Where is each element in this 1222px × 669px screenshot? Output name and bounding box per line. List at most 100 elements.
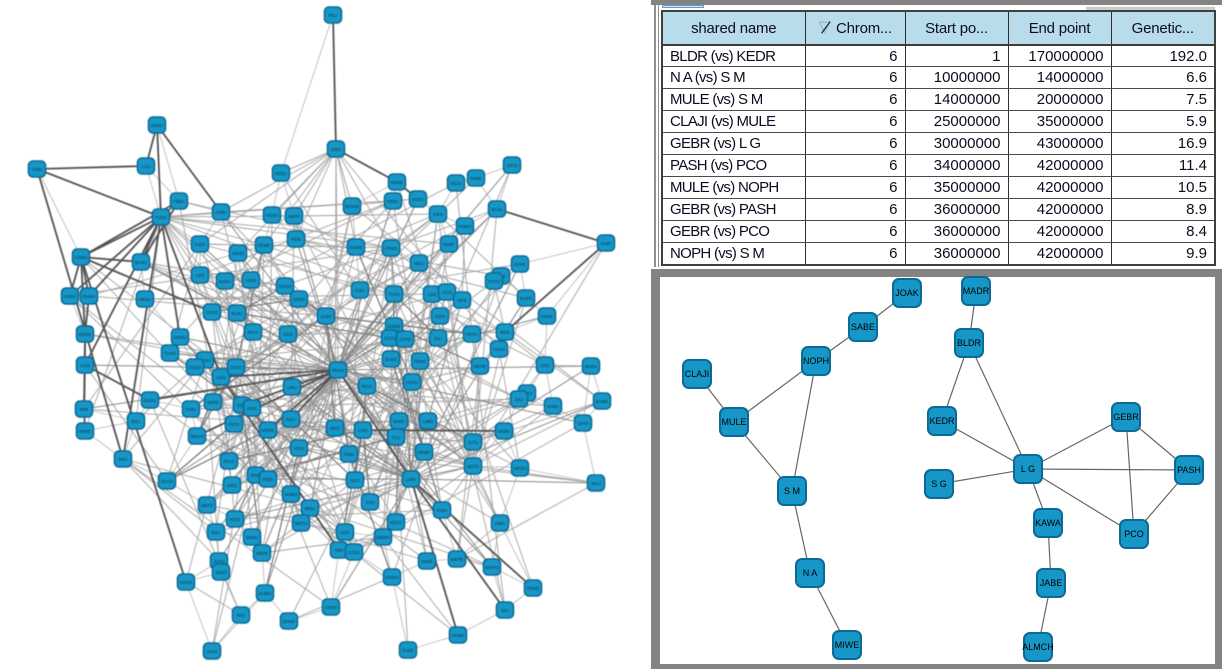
svg-text:WELI: WELI [414,261,424,266]
svg-text:LIMO: LIMO [331,147,342,152]
svg-text:HODU: HODU [64,294,76,299]
svg-text:BAWE: BAWE [596,399,608,404]
svg-text:BANU: BANU [135,260,147,265]
svg-text:RIPE: RIPE [330,426,340,431]
svg-text:LIMO: LIMO [423,419,434,424]
svg-text:PASH: PASH [1177,465,1201,475]
svg-text:HOTU: HOTU [488,279,500,284]
svg-text:WELI: WELI [227,483,237,488]
svg-text:NUJU: NUJU [231,311,242,316]
svg-text:TUHO: TUHO [493,347,506,352]
svg-text:WERI: WERI [289,214,300,219]
svg-text:RICO: RICO [248,330,259,335]
svg-text:LIJU: LIJU [142,164,151,169]
svg-text:RIWE: RIWE [444,242,455,247]
svg-text:SOHO: SOHO [293,297,306,302]
svg-text:JUTU: JUTU [214,559,225,564]
svg-text:PEWE: PEWE [414,359,427,364]
svg-text:MOPE: MOPE [262,428,275,433]
svg-text:FEWE: FEWE [527,586,539,591]
svg-text:L G: L G [1021,464,1035,474]
svg-text:WEFE: WEFE [201,503,213,508]
svg-text:LIFE: LIFE [196,273,205,278]
svg-text:TUSO: TUSO [155,215,167,220]
svg-text:WEBA: WEBA [139,297,152,302]
svg-text:SOBA: SOBA [547,404,559,409]
svg-text:SODU: SODU [246,535,258,540]
svg-text:KECO: KECO [161,479,174,484]
svg-text:BLDR: BLDR [957,338,982,348]
svg-text:GIFE: GIFE [247,406,257,411]
svg-text:SOHO: SOHO [279,284,292,289]
svg-text:JUGI: JUGI [80,363,90,368]
svg-text:PCO: PCO [1124,529,1144,539]
svg-text:JOAK: JOAK [895,288,919,298]
svg-text:NULI: NULI [350,478,360,483]
svg-text:TUTU: TUTU [388,292,399,297]
svg-text:FEMO: FEMO [385,246,398,251]
svg-text:PEBA: PEBA [387,199,398,204]
svg-text:MORI: MORI [499,429,510,434]
svg-text:SOGI: SOGI [237,403,247,408]
svg-text:KEGI: KEGI [230,517,240,522]
svg-text:COJU: COJU [348,550,359,555]
svg-text:COFE: COFE [206,310,218,315]
svg-text:LINU: LINU [287,385,297,390]
svg-text:DUNU: DUNU [219,279,231,284]
svg-text:DUSO: DUSO [189,365,202,370]
svg-text:KECO: KECO [390,520,403,525]
svg-text:KEWE: KEWE [79,332,92,337]
svg-text:HOMO: HOMO [458,224,472,229]
svg-text:TUHO: TUHO [164,351,177,356]
svg-text:RIGI: RIGI [119,457,128,462]
svg-text:MOFE: MOFE [467,464,479,469]
svg-text:KEDR: KEDR [929,416,955,426]
svg-text:GICO: GICO [507,163,518,168]
svg-text:JUGI: JUGI [216,375,226,380]
svg-text:ALMCH: ALMCH [1022,642,1054,652]
svg-text:MODU: MODU [174,335,187,340]
svg-text:JULI: JULI [515,397,524,402]
svg-text:JUSO: JUSO [320,314,332,319]
svg-text:COMO: COMO [74,255,88,260]
svg-text:FEBA: FEBA [174,199,185,204]
svg-text:LISO: LISO [358,428,368,433]
svg-text:HOSO: HOSO [266,213,279,218]
svg-text:JUGI: JUGI [365,500,375,505]
svg-text:COKE: COKE [325,605,337,610]
svg-text:MOWE: MOWE [345,204,359,209]
svg-text:DUKE: DUKE [402,648,414,653]
svg-text:WEPE: WEPE [256,551,269,556]
svg-text:HORI: HORI [246,278,256,283]
svg-text:PEBA: PEBA [262,477,273,482]
svg-text:TUDU: TUDU [194,242,206,247]
svg-text:GIFE: GIFE [457,298,467,303]
svg-text:KAWA: KAWA [1035,518,1061,528]
svg-text:PERI: PERI [291,237,301,242]
svg-text:N A: N A [803,568,818,578]
svg-text:RIRI: RIRI [80,407,88,412]
svg-text:SOKE: SOKE [541,314,553,319]
svg-text:FEFE: FEFE [229,422,240,427]
svg-text:JUFE: JUFE [433,212,444,217]
svg-text:DUPE: DUPE [520,296,532,301]
svg-text:SODU: SODU [412,197,424,202]
svg-text:GIBA: GIBA [495,521,505,526]
svg-text:RIWE: RIWE [80,429,91,434]
svg-text:MOHO: MOHO [485,565,499,570]
svg-text:WEMO: WEMO [376,535,390,540]
svg-text:MADR: MADR [963,286,990,296]
svg-text:MOKE: MOKE [391,180,404,185]
svg-text:LICO: LICO [442,290,453,295]
svg-text:DUDU: DUDU [144,398,156,403]
svg-text:CORI: CORI [435,314,445,319]
svg-text:GEBR: GEBR [1113,412,1139,422]
svg-text:RIRI: RIRI [335,548,343,553]
svg-text:DUNU: DUNU [83,294,95,299]
svg-text:PELI: PELI [328,13,337,18]
svg-text:PEMO: PEMO [418,450,431,455]
svg-text:HOJU: HOJU [406,380,417,385]
svg-text:COHO: COHO [180,580,193,585]
svg-text:WEDU: WEDU [514,466,527,471]
svg-text:RIWE: RIWE [471,176,482,181]
